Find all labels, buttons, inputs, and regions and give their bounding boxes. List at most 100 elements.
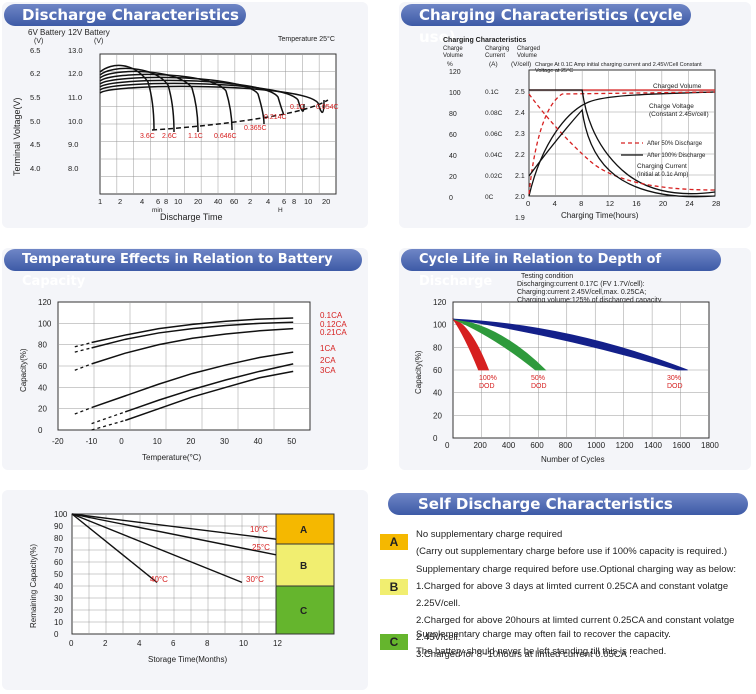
zone-a-line-1: No supplementary charge required [416, 529, 563, 540]
zone-c-line-1: Supplementary charge may often fail to r… [416, 629, 671, 640]
cycle-xtick: 1600 [673, 441, 691, 450]
cur-tick: 0.1C [485, 89, 499, 96]
self-series-label: 30°C [246, 575, 264, 584]
charging-xtick: 28 [712, 199, 720, 208]
cycle-xtick: 1000 [587, 441, 605, 450]
zone-b-key: B [380, 579, 408, 595]
y12-tick: 10.0 [68, 117, 83, 126]
annotation-charging-current: Charging Current [637, 163, 687, 170]
v-tick: 1.9 [515, 215, 525, 222]
discharge-xtick: 6 [282, 197, 286, 206]
charging-current-curve [529, 89, 716, 195]
series-label: 0.214C [264, 114, 287, 121]
annotation-charge-voltage: Charge Voltage [649, 103, 694, 110]
series-label: 0.054C [316, 104, 339, 111]
cycle-band [452, 318, 688, 371]
col-unit: % [447, 61, 453, 68]
condition-line: Testing condition [521, 273, 573, 280]
condition-line: Charging volume:125% of discharged capac… [517, 297, 663, 304]
discharge-xtick: 4 [266, 197, 270, 206]
v-tick: 2.5 [515, 89, 525, 96]
zone-b-text: Supplementary charge required before use… [416, 561, 756, 663]
zone-b-line-1: Supplementary charge required before use… [416, 564, 737, 575]
zone-b [275, 543, 335, 587]
charging-note: Voltage at 25°C [535, 68, 573, 74]
y6-tick: 6.5 [30, 46, 40, 55]
zone-label: C [300, 606, 307, 617]
col-head: Charge [443, 46, 463, 52]
legend-50: After 50% Discharge [647, 141, 703, 147]
self-ylabel: Remaining Capacity(%) [29, 544, 38, 628]
zone-label: B [300, 561, 307, 572]
charging-note: Charge At 0.1C Amp initial charging curr… [535, 62, 702, 68]
zone-b-line-3: 2.Charged for above 20hours at limted cu… [416, 615, 735, 643]
temp-ytick: 60 [38, 362, 47, 371]
self-xtick: 8 [205, 639, 210, 648]
zone-c-line-2: The battery should never be left standin… [416, 646, 667, 657]
discharge-xtick: 20 [322, 197, 330, 206]
temp-curve [91, 351, 294, 409]
col-unit: (V/cell) [511, 61, 531, 68]
temp-xtick: 40 [254, 437, 263, 446]
vol-tick: 20 [449, 174, 457, 181]
charged-volume-curve [528, 91, 716, 197]
temp-series-label: 3CA [320, 366, 336, 375]
charging-xtick: 8 [579, 199, 583, 208]
self-discharge-text-panel [372, 490, 752, 690]
y12-tick: 8.0 [68, 164, 78, 173]
vol-tick: 80 [449, 111, 457, 118]
cycle-xlabel: Number of Cycles [541, 455, 605, 464]
cycle-ytick: 120 [433, 298, 447, 307]
self-discharge-title: Self Discharge Characteristics [388, 493, 748, 515]
discharge-xtick: 20 [194, 197, 202, 206]
discharge-xtick: 10 [174, 197, 182, 206]
annotation-charged-volume: Charged Volume [653, 83, 702, 90]
self-ytick: 50 [54, 570, 63, 579]
temp-series-label: 0.21CA [320, 328, 347, 337]
y12-tick: 12.0 [68, 69, 83, 78]
self-ytick: 100 [54, 510, 68, 519]
discharge-temperature: Temperature 25°C [278, 35, 335, 43]
discharge-xtick: 60 [230, 197, 238, 206]
temp-series-label: 1CA [320, 344, 336, 353]
series-label: 2.6C [162, 133, 177, 140]
discharge-curve [99, 70, 199, 133]
cur-tick: 0.08C [485, 110, 503, 117]
cycle-xtick: 200 [473, 441, 487, 450]
discharge-xtick: 8 [292, 197, 296, 206]
col-head: Volume [443, 53, 464, 59]
discharge-xlabel: Discharge Time [160, 212, 223, 222]
cycle-xtick: 800 [559, 441, 573, 450]
temp-curve [91, 317, 294, 344]
zone-label: A [300, 525, 307, 536]
temp-xtick: 50 [287, 437, 296, 446]
temp-xtick: 10 [153, 437, 162, 446]
cur-tick: 0.04C [485, 152, 503, 159]
temp-ytick: 100 [38, 319, 52, 328]
temp-curve-dash [74, 347, 92, 353]
discharge-curve [99, 67, 175, 133]
self-series-label: 40°C [150, 575, 168, 584]
temperature-title: Temperature Effects in Relation to Batte… [4, 249, 362, 289]
temp-xlabel: Temperature(°C) [142, 453, 202, 462]
temp-ytick: 80 [38, 341, 47, 350]
series-label: 3.6C [140, 133, 155, 140]
charging-chart: Charging CharacteristicsChargeVolumeChar… [443, 37, 720, 222]
zone-a-text: No supplementary charge required (Carry … [416, 526, 727, 560]
cycle-ytick: 0 [433, 434, 438, 443]
self-series-label: 10°C [250, 525, 268, 534]
self-ytick: 60 [54, 558, 63, 567]
charging-xtick: 12 [606, 199, 614, 208]
self-ytick: 20 [54, 606, 63, 615]
label-6v: 6V Battery [28, 28, 65, 37]
series-label: 1.1C [188, 133, 203, 140]
self-curve [71, 513, 277, 540]
col-head: Charging [485, 46, 509, 52]
discharge-xtick: 6 [156, 197, 160, 206]
cycle-xtick: 600 [530, 441, 544, 450]
cycle-xtick: 1400 [644, 441, 662, 450]
discharge-xtick: 10 [304, 197, 312, 206]
cycle-label-sub: DOD [479, 383, 495, 390]
charging-xtick: 16 [632, 199, 640, 208]
self-xlabel: Storage Time(Months) [148, 655, 227, 664]
